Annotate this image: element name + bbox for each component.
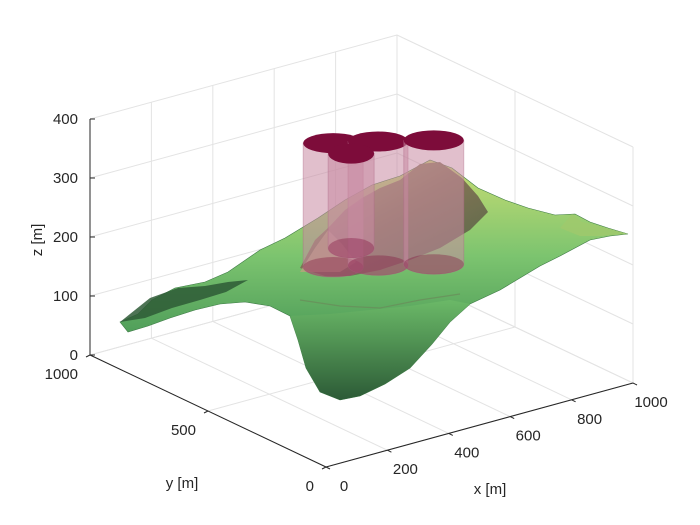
terrain-left-ridge	[120, 280, 248, 322]
terrain-right-ridge	[560, 214, 628, 236]
z-tick-label: 400	[53, 111, 78, 128]
cylinder	[327, 143, 375, 259]
y-tick-mark	[321, 466, 327, 470]
x-axis-label: x [m]	[474, 481, 507, 498]
z-tick-label: 200	[53, 229, 78, 246]
x-tick-label: 200	[393, 461, 418, 478]
grid-wall-y-horiz	[89, 93, 398, 179]
cylinders	[302, 130, 465, 278]
x-tick-mark	[509, 416, 515, 420]
tick-labels: 0 200 400 600 800 1000 0 500 1000 0 100 200 300 400	[45, 111, 668, 495]
x-tick-mark	[448, 432, 454, 436]
x-tick-label: 600	[516, 428, 541, 445]
grid-wall-x-horiz	[396, 34, 634, 148]
z-axis-label: z [m]	[29, 224, 46, 257]
z-tick-label: 0	[70, 347, 78, 364]
cylinder-base	[328, 238, 375, 259]
x-tick-mark	[571, 399, 576, 403]
cylinder-cap	[328, 143, 375, 164]
terrain-path	[299, 293, 461, 309]
y-tick-label: 0	[306, 478, 314, 495]
x-tick-label: 1000	[634, 394, 667, 411]
z-tick-label: 300	[53, 170, 78, 187]
cylinder-body	[327, 153, 375, 259]
cylinder-base	[348, 255, 409, 276]
y-tick-label: 500	[171, 422, 196, 439]
y-tick-mark	[85, 354, 91, 358]
x-tick-label: 400	[454, 444, 479, 461]
x-tick-label: 800	[577, 411, 602, 428]
y-axis-label: y [m]	[166, 475, 199, 492]
axes	[85, 118, 638, 470]
grid-wall-y-horiz	[89, 34, 398, 120]
x-axis-line	[325, 382, 634, 468]
cylinder-base	[403, 254, 464, 275]
terrain-valley	[290, 300, 470, 400]
y-tick-label: 1000	[45, 366, 78, 383]
grid-wall-x-horiz	[396, 93, 634, 207]
z-tick-label: 100	[53, 288, 78, 305]
cylinder-cap	[403, 130, 464, 151]
x-tick-label: 0	[340, 478, 348, 495]
cylinder-body	[403, 139, 465, 275]
x-tick-mark	[632, 382, 638, 386]
y-tick-mark	[203, 410, 209, 414]
x-tick-mark	[325, 466, 331, 470]
cylinder	[403, 130, 465, 275]
x-tick-mark	[387, 449, 392, 453]
